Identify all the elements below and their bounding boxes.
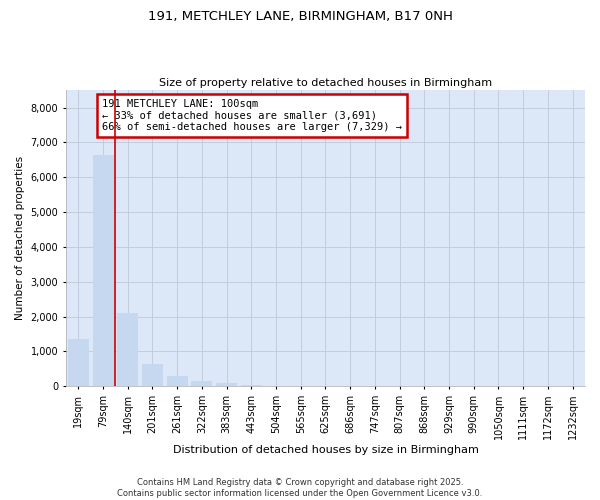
Text: Contains HM Land Registry data © Crown copyright and database right 2025.
Contai: Contains HM Land Registry data © Crown c…: [118, 478, 482, 498]
Bar: [241, 384, 262, 386]
Bar: [142, 364, 163, 386]
Text: 191, METCHLEY LANE, BIRMINGHAM, B17 0NH: 191, METCHLEY LANE, BIRMINGHAM, B17 0NH: [148, 10, 452, 23]
Bar: [117, 313, 138, 386]
Bar: [167, 376, 188, 386]
Bar: [68, 340, 89, 386]
Y-axis label: Number of detached properties: Number of detached properties: [15, 156, 25, 320]
Text: 191 METCHLEY LANE: 100sqm
← 33% of detached houses are smaller (3,691)
66% of se: 191 METCHLEY LANE: 100sqm ← 33% of detac…: [102, 99, 402, 132]
Title: Size of property relative to detached houses in Birmingham: Size of property relative to detached ho…: [159, 78, 492, 88]
X-axis label: Distribution of detached houses by size in Birmingham: Distribution of detached houses by size …: [173, 445, 478, 455]
Bar: [191, 380, 212, 386]
Bar: [216, 383, 237, 386]
Bar: [92, 154, 113, 386]
